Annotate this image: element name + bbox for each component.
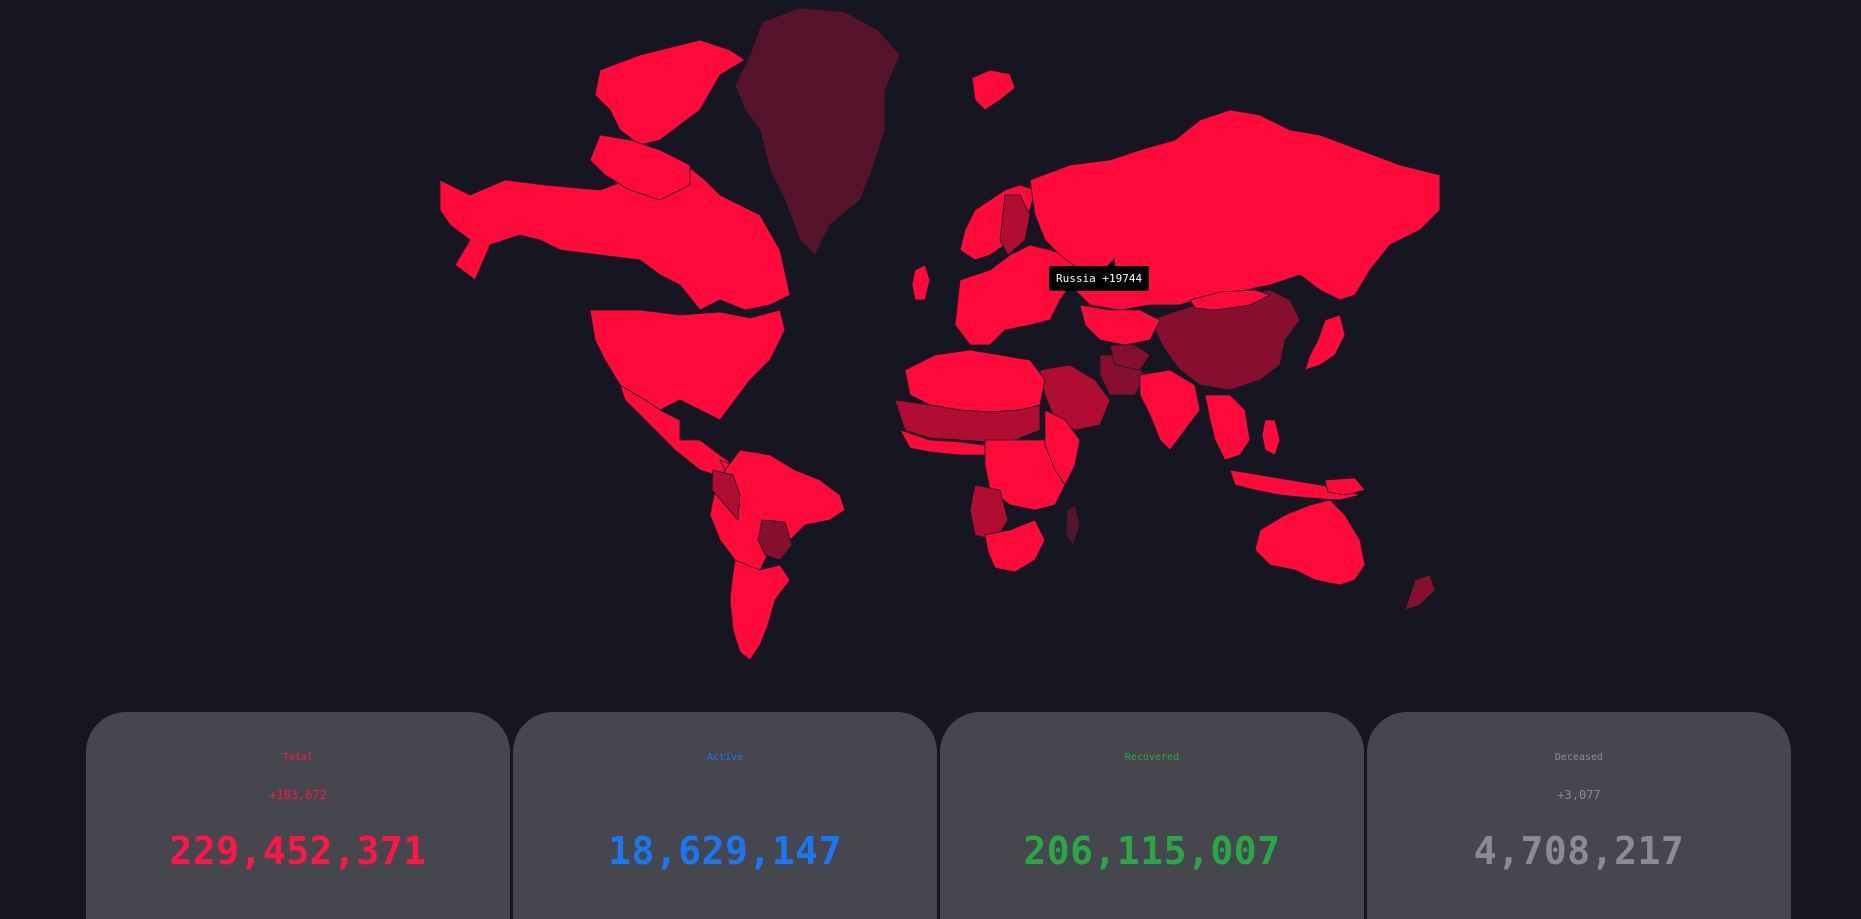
country-africa-east[interactable] bbox=[1044, 409, 1081, 486]
stat-card-total[interactable]: Total +183,672 229,452,371 bbox=[86, 712, 510, 919]
country-middle-east[interactable] bbox=[1039, 364, 1111, 431]
country-madagascar[interactable] bbox=[1065, 504, 1081, 546]
stat-delta: +3,077 bbox=[1557, 788, 1601, 802]
country-new-zealand[interactable] bbox=[1404, 574, 1436, 611]
stat-card-deceased[interactable]: Deceased +3,077 4,708,217 bbox=[1367, 712, 1791, 919]
stat-card-recovered[interactable]: Recovered 206,115,007 bbox=[940, 712, 1364, 919]
country-greenland[interactable] bbox=[734, 7, 901, 256]
country-africa-central[interactable] bbox=[984, 439, 1066, 511]
stat-label: Deceased bbox=[1554, 752, 1604, 763]
country-australia[interactable] bbox=[1254, 499, 1366, 586]
stat-value: 18,629,147 bbox=[608, 829, 842, 873]
stat-label: Recovered bbox=[1124, 752, 1180, 763]
country-russia[interactable] bbox=[1029, 109, 1441, 311]
country-afghanistan[interactable] bbox=[1109, 344, 1151, 371]
country-papua[interactable] bbox=[1324, 477, 1366, 496]
stat-value: 4,708,217 bbox=[1473, 829, 1685, 873]
country-sahel[interactable] bbox=[894, 399, 1041, 443]
country-uk[interactable] bbox=[911, 264, 931, 301]
stat-value: 206,115,007 bbox=[1023, 829, 1281, 873]
world-map-svg bbox=[439, 7, 1441, 661]
country-usa[interactable] bbox=[589, 309, 786, 421]
country-indonesia[interactable] bbox=[1229, 469, 1362, 501]
country-philippines[interactable] bbox=[1261, 419, 1281, 456]
country-finland[interactable] bbox=[999, 194, 1031, 256]
world-map: Russia +19744 bbox=[439, 7, 1441, 661]
stats-panel: Total +183,672 229,452,371 Active 18,629… bbox=[86, 712, 1791, 919]
country-iceland[interactable] bbox=[971, 69, 1016, 111]
country-mongolia[interactable] bbox=[1189, 289, 1272, 311]
stat-label: Total bbox=[282, 752, 314, 763]
country-japan[interactable] bbox=[1304, 314, 1346, 371]
country-canada-islands-2[interactable] bbox=[589, 134, 691, 201]
country-india[interactable] bbox=[1139, 369, 1201, 451]
stat-card-active[interactable]: Active 18,629,147 bbox=[513, 712, 937, 919]
country-africa-south[interactable] bbox=[984, 519, 1046, 573]
country-africa-north[interactable] bbox=[904, 349, 1046, 413]
country-se-asia[interactable] bbox=[1204, 394, 1251, 461]
country-canada-islands[interactable] bbox=[594, 39, 746, 146]
country-kazakhstan[interactable] bbox=[1079, 304, 1161, 346]
country-argentina-chile[interactable] bbox=[729, 559, 791, 661]
country-peru[interactable] bbox=[711, 469, 741, 521]
country-europe[interactable] bbox=[954, 244, 1081, 346]
map-tooltip: Russia +19744 bbox=[1049, 258, 1150, 291]
country-canada[interactable] bbox=[439, 159, 791, 311]
stat-delta: +183,672 bbox=[269, 788, 327, 802]
stat-value: 229,452,371 bbox=[169, 829, 427, 873]
stat-label: Active bbox=[706, 752, 744, 763]
country-bolivia[interactable] bbox=[757, 519, 793, 561]
